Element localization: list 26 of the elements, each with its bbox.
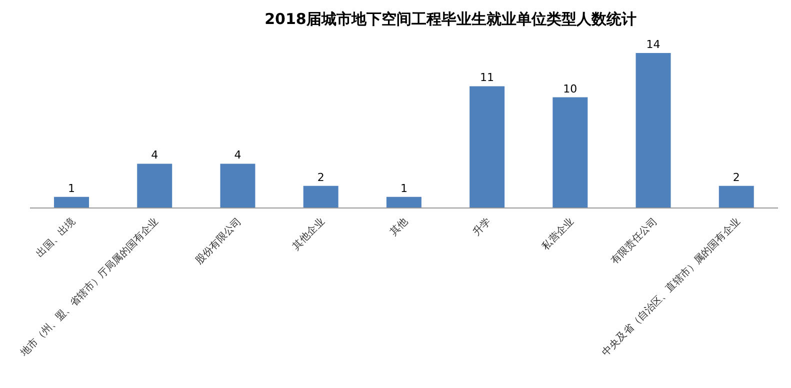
bar (552, 97, 588, 208)
x-tick-label: 私营企业 (540, 216, 576, 252)
data-label: 1 (400, 182, 408, 195)
data-label: 4 (151, 148, 158, 162)
bar (220, 164, 256, 208)
bar (54, 196, 89, 208)
data-label: 4 (234, 148, 242, 162)
x-tick-label: 股份有限公司 (192, 216, 244, 267)
bar (137, 164, 172, 208)
bar (718, 186, 754, 208)
chart-title: 2018届城市地下空间工程毕业生就业单位类型人数统计 (264, 10, 638, 29)
bar (386, 196, 422, 208)
data-label: 2 (732, 170, 740, 184)
x-tick-label: 其他企业 (290, 216, 328, 252)
data-label: 14 (646, 38, 660, 51)
bar (303, 186, 338, 208)
data-label: 1 (68, 182, 75, 195)
x-tick-label: 升学 (470, 216, 494, 238)
data-label: 11 (480, 71, 494, 84)
x-tick-label: 其他 (387, 216, 410, 238)
x-tick-label: 有限责任公司 (608, 216, 660, 267)
bar (470, 86, 505, 208)
data-label: 10 (563, 82, 578, 96)
x-tick-label: 出国、出境 (34, 216, 78, 260)
bar (636, 53, 671, 208)
data-label: 2 (317, 170, 324, 184)
